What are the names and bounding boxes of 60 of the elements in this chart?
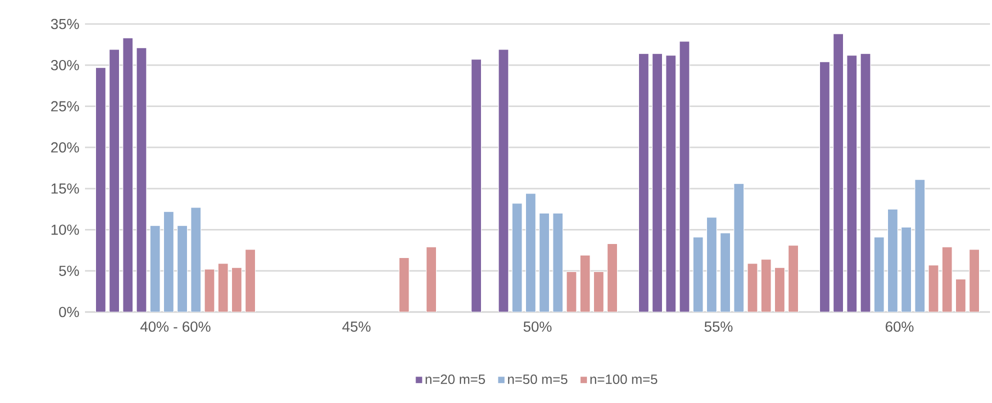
- bar: [720, 232, 731, 312]
- bar: [666, 54, 676, 312]
- bar: [245, 249, 256, 312]
- bar: [692, 236, 704, 312]
- y-tick-label: 35%: [51, 18, 79, 30]
- bar: [150, 225, 160, 312]
- bar: [914, 179, 926, 312]
- bar: [607, 243, 618, 312]
- bar: [969, 249, 980, 312]
- bar: [846, 54, 858, 312]
- bar: [652, 53, 663, 312]
- legend-label: n=50 m=5: [508, 374, 568, 384]
- bar: [109, 49, 120, 312]
- bar: [580, 254, 590, 312]
- bar: [122, 38, 134, 312]
- y-tick-label: 20%: [51, 142, 79, 153]
- bar: [734, 183, 744, 312]
- x-tick-label: 40% - 60%: [140, 322, 210, 332]
- bar: [774, 267, 786, 312]
- x-tick-label: 50%: [524, 322, 552, 332]
- bar: [833, 34, 844, 312]
- bar: [539, 212, 550, 312]
- y-tick-label: 25%: [51, 101, 79, 112]
- x-tick-label: 60%: [886, 322, 914, 332]
- bar: [177, 225, 188, 312]
- bar: [819, 62, 830, 312]
- y-tick-label: 10%: [52, 224, 79, 235]
- y-tick-label: 0%: [59, 306, 79, 318]
- bar: [231, 267, 242, 312]
- bar: [190, 207, 202, 312]
- legend-label: n=20 m=5: [426, 374, 485, 384]
- y-tick-label: 15%: [52, 183, 79, 194]
- bar: [955, 278, 966, 312]
- bar: [218, 263, 228, 312]
- bar: [398, 257, 410, 312]
- bar: [471, 59, 482, 312]
- bar: [552, 212, 564, 312]
- y-tick-label: 5%: [59, 266, 79, 276]
- bar: [426, 246, 437, 312]
- bar: [95, 67, 106, 312]
- bar: [901, 226, 912, 312]
- bar: [498, 49, 509, 312]
- bar: [860, 53, 871, 312]
- bar: [874, 236, 884, 312]
- bar: [525, 193, 536, 312]
- bar: [136, 48, 147, 312]
- bar: [679, 40, 690, 312]
- bar: [788, 245, 799, 312]
- bar: [760, 259, 772, 312]
- legend-label: n=100 m=5: [590, 374, 658, 384]
- bar: [593, 271, 604, 312]
- bar: [638, 53, 650, 312]
- bar: [163, 211, 174, 312]
- x-tick-label: 45%: [342, 322, 370, 332]
- bar: [512, 203, 522, 312]
- y-tick-label: 30%: [51, 60, 79, 70]
- bar: [942, 246, 952, 312]
- bar: [706, 217, 718, 312]
- x-tick-label: 55%: [704, 322, 732, 332]
- bar: [887, 208, 898, 312]
